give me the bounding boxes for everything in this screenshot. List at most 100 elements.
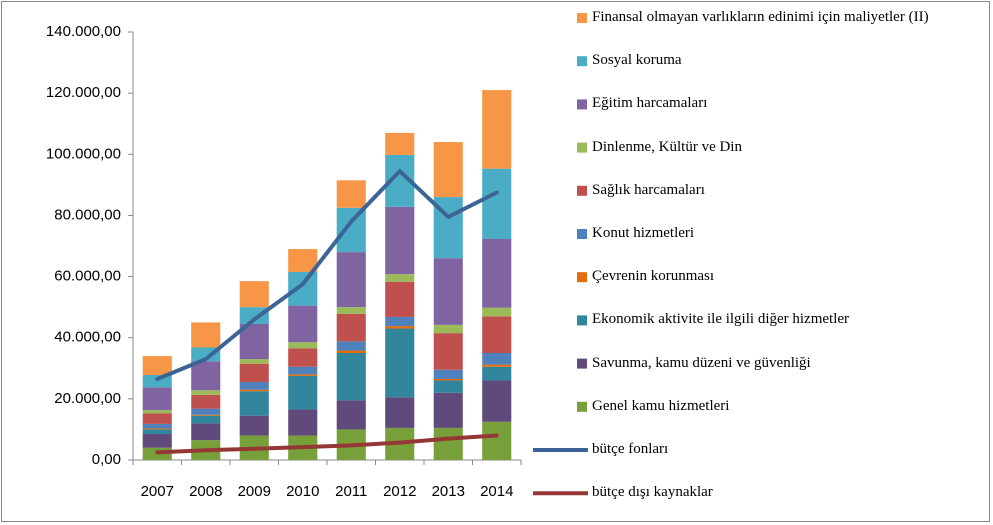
bar-segment: [433, 142, 463, 198]
bar-segment: [142, 387, 172, 411]
bar-segment: [191, 394, 221, 409]
x-tick-label: 2014: [480, 483, 513, 500]
bar-segment: [433, 369, 463, 379]
y-tick-label: 120.000,00: [46, 84, 121, 101]
bar-segment: [433, 258, 463, 325]
y-tick-label: 20.000,00: [54, 390, 121, 407]
bar-segment: [336, 400, 366, 430]
x-tick-label: 2011: [335, 483, 367, 500]
bar-segment: [142, 434, 172, 448]
bar-segment: [239, 415, 269, 436]
bar-segment: [288, 409, 318, 436]
bar-segment: [385, 132, 415, 155]
bar-segment: [288, 374, 318, 376]
bar-segment: [336, 207, 366, 253]
legend-label: bütçe fonları: [592, 441, 669, 457]
legend-swatch: [577, 99, 587, 110]
legend-swatch: [577, 142, 587, 153]
bar-segment: [385, 316, 415, 327]
bar-segment: [433, 333, 463, 370]
bar-segment: [142, 410, 172, 414]
bar-segment: [336, 313, 366, 342]
bar-segment: [239, 382, 269, 390]
line-series: [155, 169, 499, 381]
legend-label: Savunma, kamu düzeni ve güvenliği: [592, 354, 811, 371]
bar-segment: [191, 390, 221, 395]
bar-segment: [482, 380, 512, 422]
bar-segment: [385, 326, 415, 329]
legend-swatch: [577, 13, 587, 23]
y-tick-label: 140.000,00: [46, 23, 121, 40]
legend-swatch: [577, 185, 587, 196]
bar-segment: [482, 366, 512, 381]
bar-segment: [142, 423, 172, 429]
bar-segment: [482, 364, 512, 367]
bar-segment: [191, 415, 221, 424]
bar-segment: [336, 353, 366, 401]
bar-segment: [191, 414, 221, 416]
legend-label: Ekonomik aktivite ile ilgili diğer hizme…: [592, 311, 850, 328]
bar-segment: [288, 375, 318, 410]
bar-segment: [288, 271, 318, 306]
bar-segment: [482, 307, 512, 317]
legend-swatch: [577, 315, 587, 326]
x-tick-label: 2010: [286, 483, 319, 500]
bar-segment: [336, 307, 366, 314]
bar-segment: [336, 341, 366, 351]
bar-segment: [482, 90, 512, 169]
bar-segment: [336, 252, 366, 308]
bar-segment: [191, 361, 221, 391]
bar-segment: [482, 238, 512, 308]
bar-segment: [433, 380, 463, 393]
bar-segment: [482, 353, 512, 365]
bar-segment: [385, 397, 415, 428]
bar-segment: [385, 281, 415, 317]
bar-segment: [239, 389, 269, 392]
bar-segment: [288, 348, 318, 367]
bar-segment: [433, 392, 463, 428]
bar-segment: [288, 366, 318, 375]
legend-swatch: [577, 56, 587, 67]
bar-segment: [191, 423, 221, 441]
bar-segment: [482, 421, 512, 460]
x-tick-label: 2013: [432, 483, 465, 500]
bar-segment: [142, 429, 172, 435]
legend-label: Çevrenin korunması: [592, 268, 715, 285]
legend-label: Sağlık harcamaları: [592, 181, 705, 198]
y-tick-label: 100.000,00: [46, 145, 121, 162]
bar-segment: [191, 408, 221, 415]
bar-segment: [385, 206, 415, 275]
legend-label: bütçe dışı kaynaklar: [592, 484, 713, 501]
y-tick-label: 0,00: [92, 451, 121, 468]
line-series: [155, 433, 499, 455]
legend-label: Genel kamu hizmetleri: [592, 397, 730, 414]
legend-label: Sosyal koruma: [592, 52, 682, 69]
bar-segment: [239, 363, 269, 383]
bar-segment: [288, 342, 318, 349]
legend-label: Finansal olmayan varlıkların edinimi içi…: [592, 9, 929, 25]
bar-segment: [482, 168, 512, 239]
x-tick-label: 2008: [189, 483, 222, 500]
x-tick-label: 2009: [238, 483, 271, 500]
bar-segment: [336, 180, 366, 208]
bar-segment: [385, 274, 415, 282]
bar-segment: [239, 391, 269, 416]
legend-label: Dinlenme, Kültür ve Din: [592, 138, 742, 155]
legend-swatch: [577, 358, 587, 369]
bar-segment: [142, 356, 172, 376]
bar-segment: [433, 427, 463, 460]
y-tick-label: 40.000,00: [54, 329, 121, 346]
bar-segment: [239, 359, 269, 364]
legend-label: Eğitim harcamaları: [592, 95, 708, 112]
x-tick-label: 2007: [141, 483, 174, 500]
legend-swatch: [577, 229, 587, 239]
y-tick-label: 80.000,00: [54, 206, 121, 223]
bar-segment: [288, 305, 318, 343]
x-tick-label: 2012: [383, 483, 416, 500]
bar-segment: [482, 316, 512, 353]
legend-label: Konut hizmetleri: [592, 225, 695, 241]
bar-segment: [433, 378, 463, 381]
